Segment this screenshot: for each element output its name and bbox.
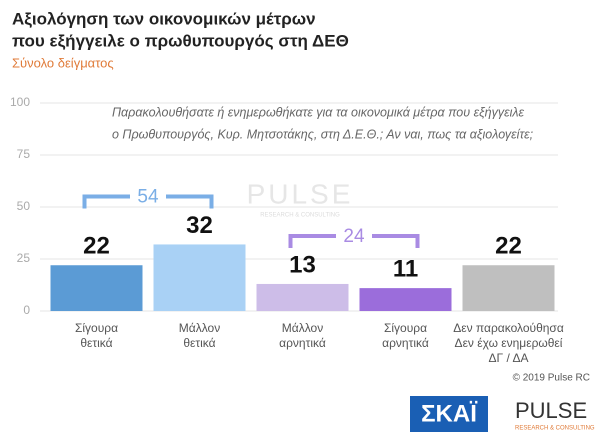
watermark: PULSE	[247, 178, 354, 209]
value-label: 22	[83, 233, 110, 260]
value-label: 11	[393, 255, 418, 282]
x-tick-label: θετικά	[80, 336, 112, 350]
y-tick-label: 100	[10, 95, 30, 109]
x-tick-label: Μάλλον	[179, 321, 220, 335]
group-label: 54	[137, 186, 159, 207]
x-tick-label: θετικά	[183, 336, 215, 350]
y-tick-label: 75	[17, 147, 31, 161]
value-label: 32	[186, 212, 213, 239]
x-tick-label: αρνητικά	[382, 336, 429, 350]
copyright: © 2019 Pulse RC	[513, 373, 590, 384]
bar	[256, 283, 349, 311]
question: Παρακολουθήσατε ή ενημερωθήκατε για τα ο…	[112, 105, 525, 119]
bar	[359, 288, 452, 311]
logo: RESEARCH & CONSULTING	[515, 426, 595, 432]
logo-box	[410, 396, 488, 432]
group-label: 24	[343, 226, 365, 247]
question: ο Πρωθυπουργός, Κυρ. Μητσοτάκης, στη Δ.Ε…	[112, 127, 534, 141]
x-tick-label: Μάλλον	[282, 321, 323, 335]
value-label: 22	[495, 233, 522, 260]
chart-subtitle: Σύνολο δείγματος	[12, 55, 114, 70]
logo: PULSE	[515, 398, 587, 423]
x-tick-label: Σίγουρα	[75, 321, 118, 335]
y-tick-label: 0	[23, 303, 30, 317]
logo: ΣΚΑΪ	[421, 400, 478, 427]
x-tick-label: Δεν παρακολούθησα	[453, 321, 564, 335]
bar	[50, 265, 143, 311]
watermark: RESEARCH & CONSULTING	[260, 213, 340, 219]
group-bracket	[82, 194, 214, 209]
x-tick-label: αρνητικά	[279, 336, 326, 350]
x-tick-label: Δεν έχω ενημερωθεί	[455, 336, 563, 350]
bar	[153, 244, 246, 311]
chart-title: που εξήγγειλε ο πρωθυπουργός στη ΔΕΘ	[12, 31, 349, 50]
x-tick-label: Σίγουρα	[384, 321, 427, 335]
value-label: 13	[289, 251, 316, 278]
y-tick-label: 50	[17, 199, 31, 213]
bar	[462, 265, 555, 311]
x-tick-label: ΔΓ / ΔΑ	[489, 351, 529, 365]
chart-title: Αξιολόγηση των οικονομικών μέτρων	[12, 9, 316, 28]
group-bracket	[288, 233, 420, 248]
y-tick-label: 25	[17, 251, 31, 265]
